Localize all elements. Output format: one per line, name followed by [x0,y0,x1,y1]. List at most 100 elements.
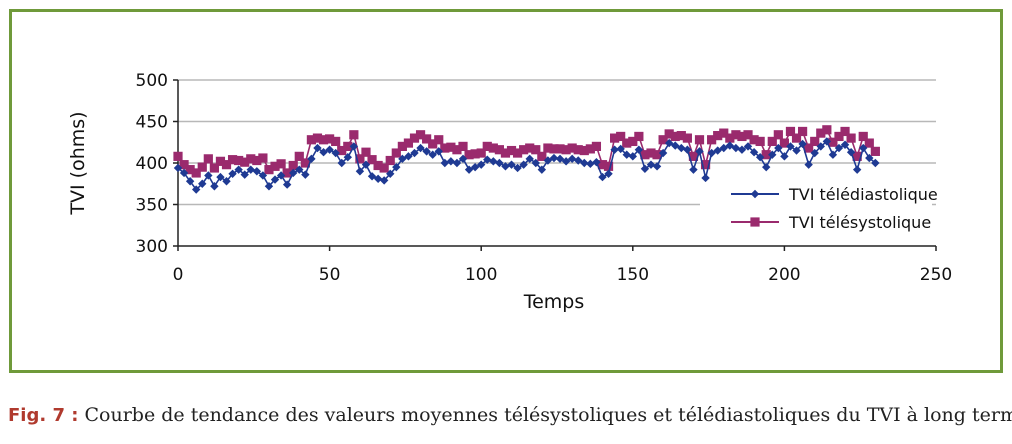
legend-background [700,182,932,240]
data-point [306,135,317,145]
data-point [288,160,298,171]
data-point [373,160,383,171]
data-point [664,129,674,139]
data-point [671,141,680,150]
data-point [567,143,577,153]
data-point [822,137,832,146]
data-point [834,131,844,142]
data-point [355,154,365,164]
data-point [586,159,595,169]
y-axis-label: TVI (ohms) [67,111,89,215]
data-point [640,164,650,174]
data-point [482,141,492,151]
data-point [246,165,255,174]
data-point [343,141,353,151]
data-point [349,130,359,140]
data-point [555,154,565,164]
data-point [519,145,529,155]
data-point [537,151,547,161]
data-point [828,137,838,147]
data-point [804,143,814,153]
data-point [398,154,407,164]
legend-marker [750,217,760,227]
data-point [870,146,880,156]
data-point [422,134,432,144]
data-point [780,152,789,161]
data-point [379,176,389,185]
data-point [701,173,710,183]
data-point [762,162,771,172]
data-point [767,136,777,147]
data-point [440,158,450,168]
data-point [282,180,292,189]
data-point [483,155,492,164]
y-tick-label-350: 350 [136,196,168,216]
data-point [179,160,189,170]
data-point [258,171,268,180]
data-point [440,143,450,153]
data-point [507,160,516,169]
x-axis-label: Temps [523,291,585,313]
data-point [598,172,607,182]
data-point [622,150,631,159]
x-tick-label-250: 250 [920,265,952,285]
data-point [749,148,759,157]
data-point [477,160,486,169]
data-point [658,148,668,158]
data-point [580,158,589,168]
data-point [489,157,498,166]
data-point [719,143,728,153]
data-point [755,152,765,162]
data-point [312,133,323,143]
data-point [537,165,547,174]
data-point [276,159,286,169]
data-point [258,153,268,163]
y-tick-label-400: 400 [136,154,168,174]
data-point [555,144,565,154]
data-point [846,133,856,143]
data-point [743,142,753,151]
data-point [677,143,686,153]
data-point [361,160,371,169]
data-point [422,147,431,156]
data-point [616,144,625,154]
data-point [391,148,401,158]
data-point [592,157,601,167]
data-point [519,160,528,169]
data-point [191,168,201,178]
y-tick-label-300: 300 [136,237,168,257]
data-point [210,182,219,191]
data-point [216,172,225,182]
data-point [446,157,456,166]
data-point [367,155,377,165]
data-point [543,156,553,165]
data-point [470,149,480,159]
data-point [785,126,796,137]
data-point [725,141,735,150]
data-point [719,128,729,138]
data-point [313,143,322,153]
data-point [264,182,274,191]
data-point [700,160,711,170]
data-point [227,155,238,165]
data-point [561,157,571,166]
data-point [476,148,486,158]
legend-marker [750,189,760,199]
legend-item-1: TVI télésystolique [731,213,931,232]
data-point [567,154,577,164]
data-point [410,148,419,158]
data-point [768,150,777,159]
data-point [458,141,468,151]
data-point [646,160,656,169]
data-point [792,146,801,155]
data-point [676,131,686,141]
data-point [276,171,286,180]
data-point [840,126,850,137]
data-point [434,135,444,145]
data-point [446,142,456,152]
data-point [749,135,759,145]
x-tick-label-0: 0 [173,265,184,285]
data-point [755,136,765,147]
data-point [386,169,395,178]
